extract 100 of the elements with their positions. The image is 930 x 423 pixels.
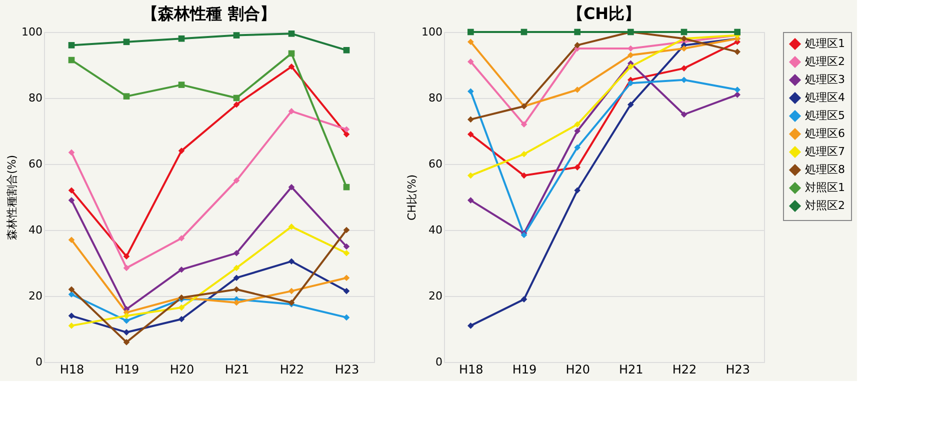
x-tick-label: H18 (60, 362, 84, 376)
point (288, 50, 295, 57)
point (178, 304, 185, 311)
point (574, 121, 580, 128)
point (628, 52, 634, 58)
y-axis-title: CH比(%) (406, 174, 419, 220)
point (178, 316, 185, 322)
point (628, 63, 634, 70)
point (233, 274, 240, 282)
point (178, 35, 185, 42)
y-tick-label: 40 (428, 224, 442, 236)
x-tick-label: H21 (224, 362, 250, 376)
legend-label: 処理区5 (805, 109, 845, 122)
point (343, 243, 350, 250)
point (343, 226, 350, 234)
x-tick-label: H23 (334, 362, 360, 376)
y-tick-label: 0 (436, 356, 442, 368)
legend-label: 処理区4 (805, 91, 845, 104)
x-tick-label: H20 (170, 362, 194, 376)
point (343, 126, 350, 133)
point (68, 197, 75, 204)
point (520, 28, 528, 36)
point (520, 172, 528, 179)
point (680, 45, 688, 52)
point (574, 42, 580, 48)
point (343, 46, 350, 54)
point (123, 264, 130, 272)
legend-label: 処理区7 (805, 145, 845, 158)
point (680, 76, 688, 84)
y-tick-label: 80 (28, 92, 42, 104)
point (574, 28, 580, 36)
x-tick-label: H19 (512, 362, 537, 376)
point (123, 253, 130, 260)
point (734, 92, 740, 98)
y-tick-label: 60 (428, 158, 442, 170)
x-tick-label: H20 (566, 362, 590, 376)
point (574, 187, 580, 194)
chart-title: 【CH比】 (567, 4, 641, 23)
legend-label: 対照区2 (805, 199, 845, 212)
point (68, 291, 75, 298)
y-tick-label: 0 (36, 356, 42, 368)
legend-label: 処理区8 (805, 163, 845, 176)
point (574, 144, 580, 151)
point (574, 128, 580, 134)
point (468, 131, 474, 138)
legend-label: 処理区2 (805, 55, 845, 68)
point (68, 312, 75, 319)
point (68, 149, 75, 156)
point (123, 312, 130, 319)
point (468, 116, 474, 123)
point (288, 258, 295, 265)
point (123, 93, 130, 100)
legend-label: 処理区6 (805, 127, 845, 140)
point (468, 58, 474, 65)
point (520, 296, 528, 302)
point (68, 187, 75, 194)
point (178, 82, 185, 88)
point (233, 264, 240, 272)
point (343, 314, 350, 321)
y-axis-title: 森林性種割合(%) (6, 154, 19, 240)
legend-label: 処理区3 (805, 73, 845, 86)
point (343, 250, 350, 256)
point (233, 250, 240, 256)
point (343, 184, 350, 190)
x-tick-label: H19 (114, 362, 140, 376)
point (628, 45, 634, 52)
point (123, 329, 130, 336)
y-tick-label: 20 (428, 290, 442, 302)
point (343, 288, 350, 294)
point (233, 101, 240, 108)
point (680, 65, 688, 72)
y-tick-label: 100 (22, 26, 42, 38)
point (178, 148, 185, 154)
point (178, 266, 185, 273)
point (520, 150, 528, 158)
chart-title: 【森林性種 割合】 (142, 4, 276, 23)
point (468, 38, 474, 46)
point (628, 80, 634, 86)
point (343, 274, 350, 282)
x-tick-label: H22 (280, 362, 304, 376)
point (680, 28, 688, 36)
point (734, 86, 740, 93)
point (288, 30, 295, 37)
y-tick-label: 60 (28, 158, 42, 170)
point (288, 108, 295, 114)
point (734, 28, 740, 36)
x-tick-label: H18 (459, 362, 484, 376)
point (233, 32, 240, 38)
point (468, 197, 474, 204)
point (520, 121, 528, 128)
point (734, 48, 740, 55)
point (468, 172, 474, 179)
point (68, 236, 75, 244)
point (233, 299, 240, 306)
y-tick-label: 40 (28, 224, 42, 236)
point (288, 184, 295, 190)
point (680, 111, 688, 118)
point (233, 177, 240, 184)
point (628, 101, 634, 108)
y-tick-label: 20 (28, 290, 42, 302)
